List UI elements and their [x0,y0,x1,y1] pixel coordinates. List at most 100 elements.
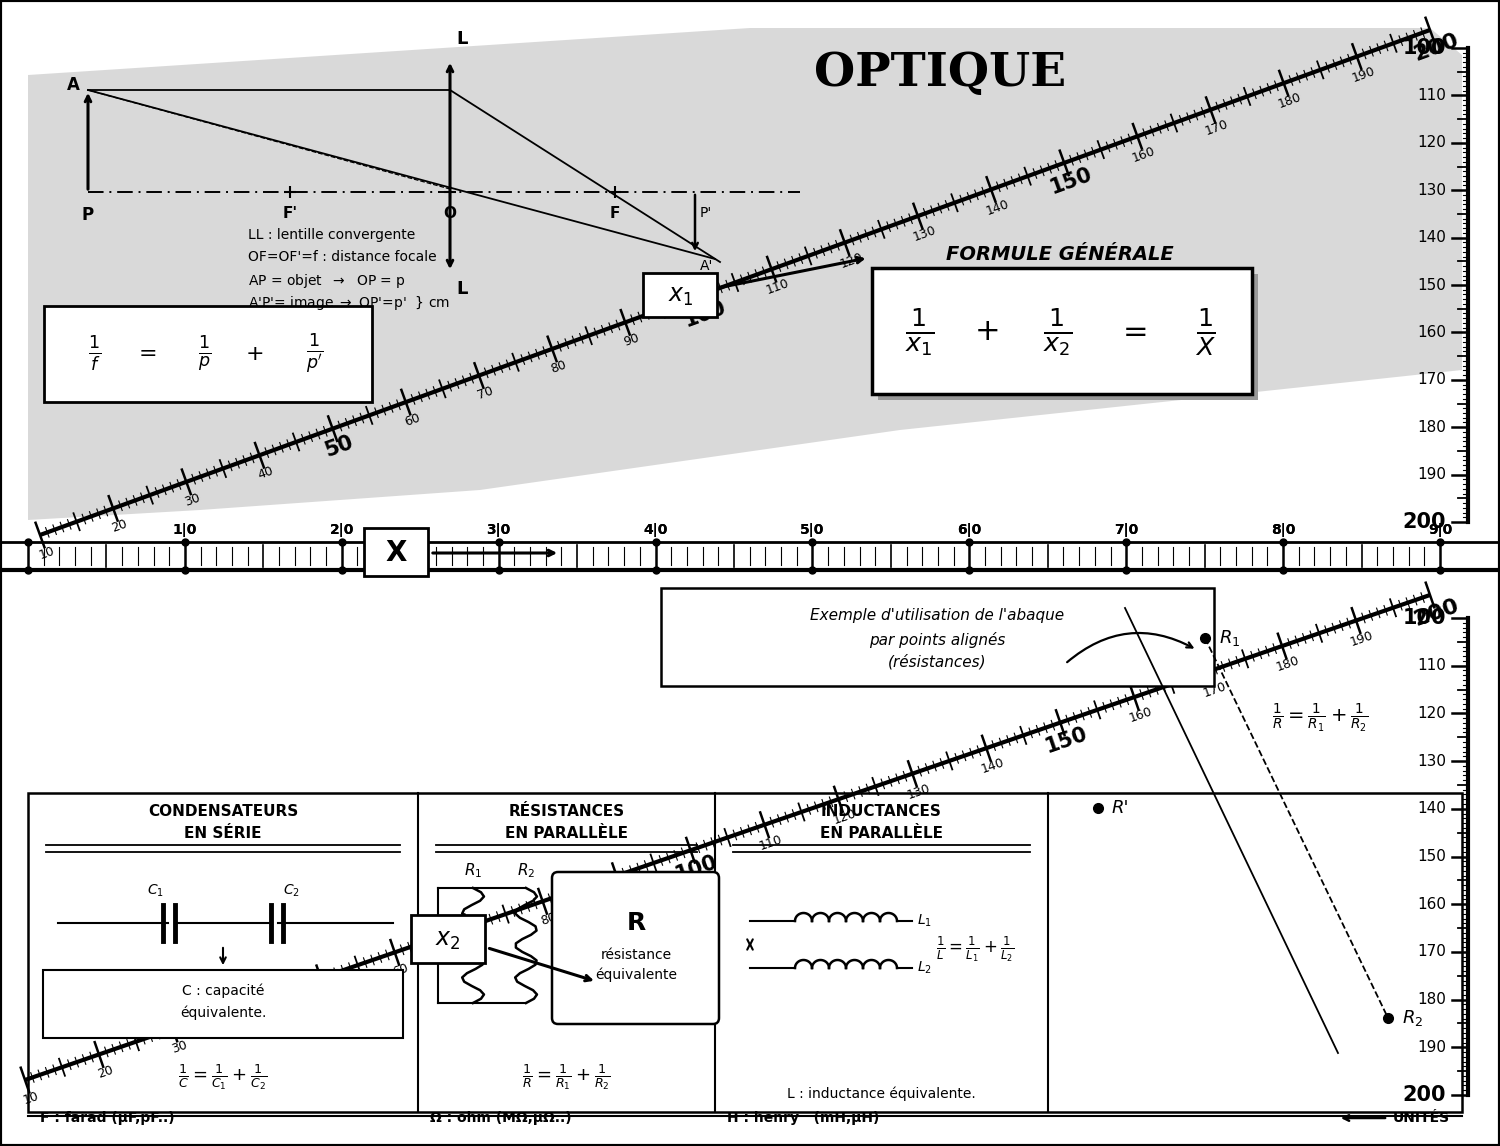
Text: équivalente.: équivalente. [180,1006,266,1020]
Text: $L_2$: $L_2$ [916,960,932,976]
Text: 120: 120 [1418,135,1446,150]
Text: P: P [82,206,94,223]
Text: 60: 60 [392,961,411,979]
Text: $\frac{1}{R} = \frac{1}{R_1} + \frac{1}{R_2}$: $\frac{1}{R} = \frac{1}{R_1} + \frac{1}{… [522,1062,610,1092]
Text: $\frac{1}{R} = \frac{1}{R_1} + \frac{1}{R_2}$: $\frac{1}{R} = \frac{1}{R_1} + \frac{1}{… [1272,701,1368,735]
Text: A'P'= image $\rightarrow$ OP'=p'  } cm: A'P'= image $\rightarrow$ OP'=p' } cm [248,295,450,312]
Text: EN PARALLÈLE: EN PARALLÈLE [506,825,628,840]
Text: 170: 170 [1202,680,1228,699]
Text: 10: 10 [38,544,56,562]
Text: 150: 150 [1418,277,1446,292]
Text: $C_1$: $C_1$ [147,882,164,898]
Text: $R_1$: $R_1$ [1220,628,1240,647]
Text: 190: 190 [1348,628,1376,649]
Text: 190: 190 [1418,468,1446,482]
Text: EN SÉRIE: EN SÉRIE [184,825,261,840]
Text: 180: 180 [1276,91,1304,111]
Text: 130: 130 [904,782,932,802]
Text: 50: 50 [322,432,356,461]
Text: 110: 110 [1418,88,1446,103]
Text: 140: 140 [1418,801,1446,816]
Text: A': A' [700,259,714,273]
Text: 7|0: 7|0 [1114,523,1138,537]
Text: 100: 100 [1402,609,1446,628]
Text: par points alignés: par points alignés [868,631,1005,647]
Text: 140: 140 [980,756,1006,776]
FancyBboxPatch shape [878,274,1258,400]
Text: 80: 80 [538,911,558,928]
FancyBboxPatch shape [662,588,1214,686]
Text: L: L [456,30,468,48]
Text: 200: 200 [1412,596,1461,630]
Text: X: X [386,539,406,567]
Polygon shape [28,28,1462,520]
Bar [28,793,1462,1112]
Text: LL : lentille convergente: LL : lentille convergente [248,228,416,242]
Text: 180: 180 [1418,419,1446,434]
FancyBboxPatch shape [552,872,718,1025]
Text: $\frac{1}{p}$: $\frac{1}{p}$ [198,335,211,374]
Text: 20: 20 [110,518,129,535]
Text: 90: 90 [622,331,642,350]
Text: 70: 70 [476,385,495,402]
FancyBboxPatch shape [871,268,1252,394]
Text: 180: 180 [1418,992,1446,1007]
Text: O: O [444,206,456,221]
Text: 130: 130 [1418,754,1446,769]
Text: =: = [138,344,158,364]
Text: 9|0: 9|0 [1428,523,1452,537]
Text: $\frac{1}{p'}$: $\frac{1}{p'}$ [306,332,324,376]
Text: F : farad (μF,pF..): F : farad (μF,pF..) [40,1110,174,1125]
Text: 30: 30 [170,1038,189,1055]
Text: 10: 10 [21,1089,40,1107]
Text: 140: 140 [984,197,1011,218]
Text: L: L [456,280,468,298]
Text: 6|0: 6|0 [957,523,981,537]
Text: 160: 160 [1418,896,1446,912]
Text: FORMULE GÉNÉRALE: FORMULE GÉNÉRALE [946,245,1174,265]
Text: $\frac{1}{x_2}$: $\frac{1}{x_2}$ [1042,306,1072,358]
Text: $\frac{1}{C} = \frac{1}{C_1} + \frac{1}{C_2}$: $\frac{1}{C} = \frac{1}{C_1} + \frac{1}{… [178,1062,267,1092]
Text: AP = objet  $\rightarrow$  OP = p: AP = objet $\rightarrow$ OP = p [248,272,406,290]
Text: 20: 20 [96,1063,116,1081]
Text: 2|0: 2|0 [330,523,354,537]
Text: $R_2$: $R_2$ [1402,1008,1423,1028]
Text: 60: 60 [402,411,422,429]
Text: 2|0: 2|0 [330,523,354,537]
Text: 7|0: 7|0 [1114,523,1138,537]
Text: $R_1$: $R_1$ [464,862,482,880]
Text: 9|0: 9|0 [1428,523,1452,537]
Text: 40: 40 [256,464,276,482]
FancyBboxPatch shape [44,970,404,1038]
Text: 30: 30 [183,490,203,509]
Text: 160: 160 [1418,325,1446,340]
Text: +: + [246,344,264,364]
Text: F: F [610,206,620,221]
Text: 8|0: 8|0 [1270,523,1296,537]
Text: 40: 40 [243,1013,262,1030]
Text: 160: 160 [1131,144,1156,164]
Text: R: R [627,911,645,935]
Text: 100: 100 [681,297,729,330]
Text: 150: 150 [1047,164,1095,197]
Text: 50: 50 [310,982,344,1010]
Text: =: = [1124,317,1149,346]
Text: 1|0: 1|0 [172,523,196,537]
Text: 130: 130 [910,223,938,244]
Text: 160: 160 [1126,705,1154,725]
Text: 5|0: 5|0 [801,523,825,537]
Text: 70: 70 [465,936,484,953]
Text: 130: 130 [1418,182,1446,198]
Text: UNITÉS: UNITÉS [1394,1110,1450,1125]
Text: 8|0: 8|0 [1270,523,1296,537]
Text: 3|0: 3|0 [486,523,512,537]
Text: 180: 180 [1275,654,1302,674]
Text: 200: 200 [1402,512,1446,532]
Text: 110: 110 [1418,658,1446,673]
Text: RÉSISTANCES: RÉSISTANCES [509,803,624,818]
Text: 190: 190 [1350,64,1377,85]
FancyBboxPatch shape [364,528,428,576]
Text: $\frac{1}{X}$: $\frac{1}{X}$ [1194,306,1215,358]
Text: 120: 120 [831,807,858,827]
Text: équivalente: équivalente [596,967,676,982]
